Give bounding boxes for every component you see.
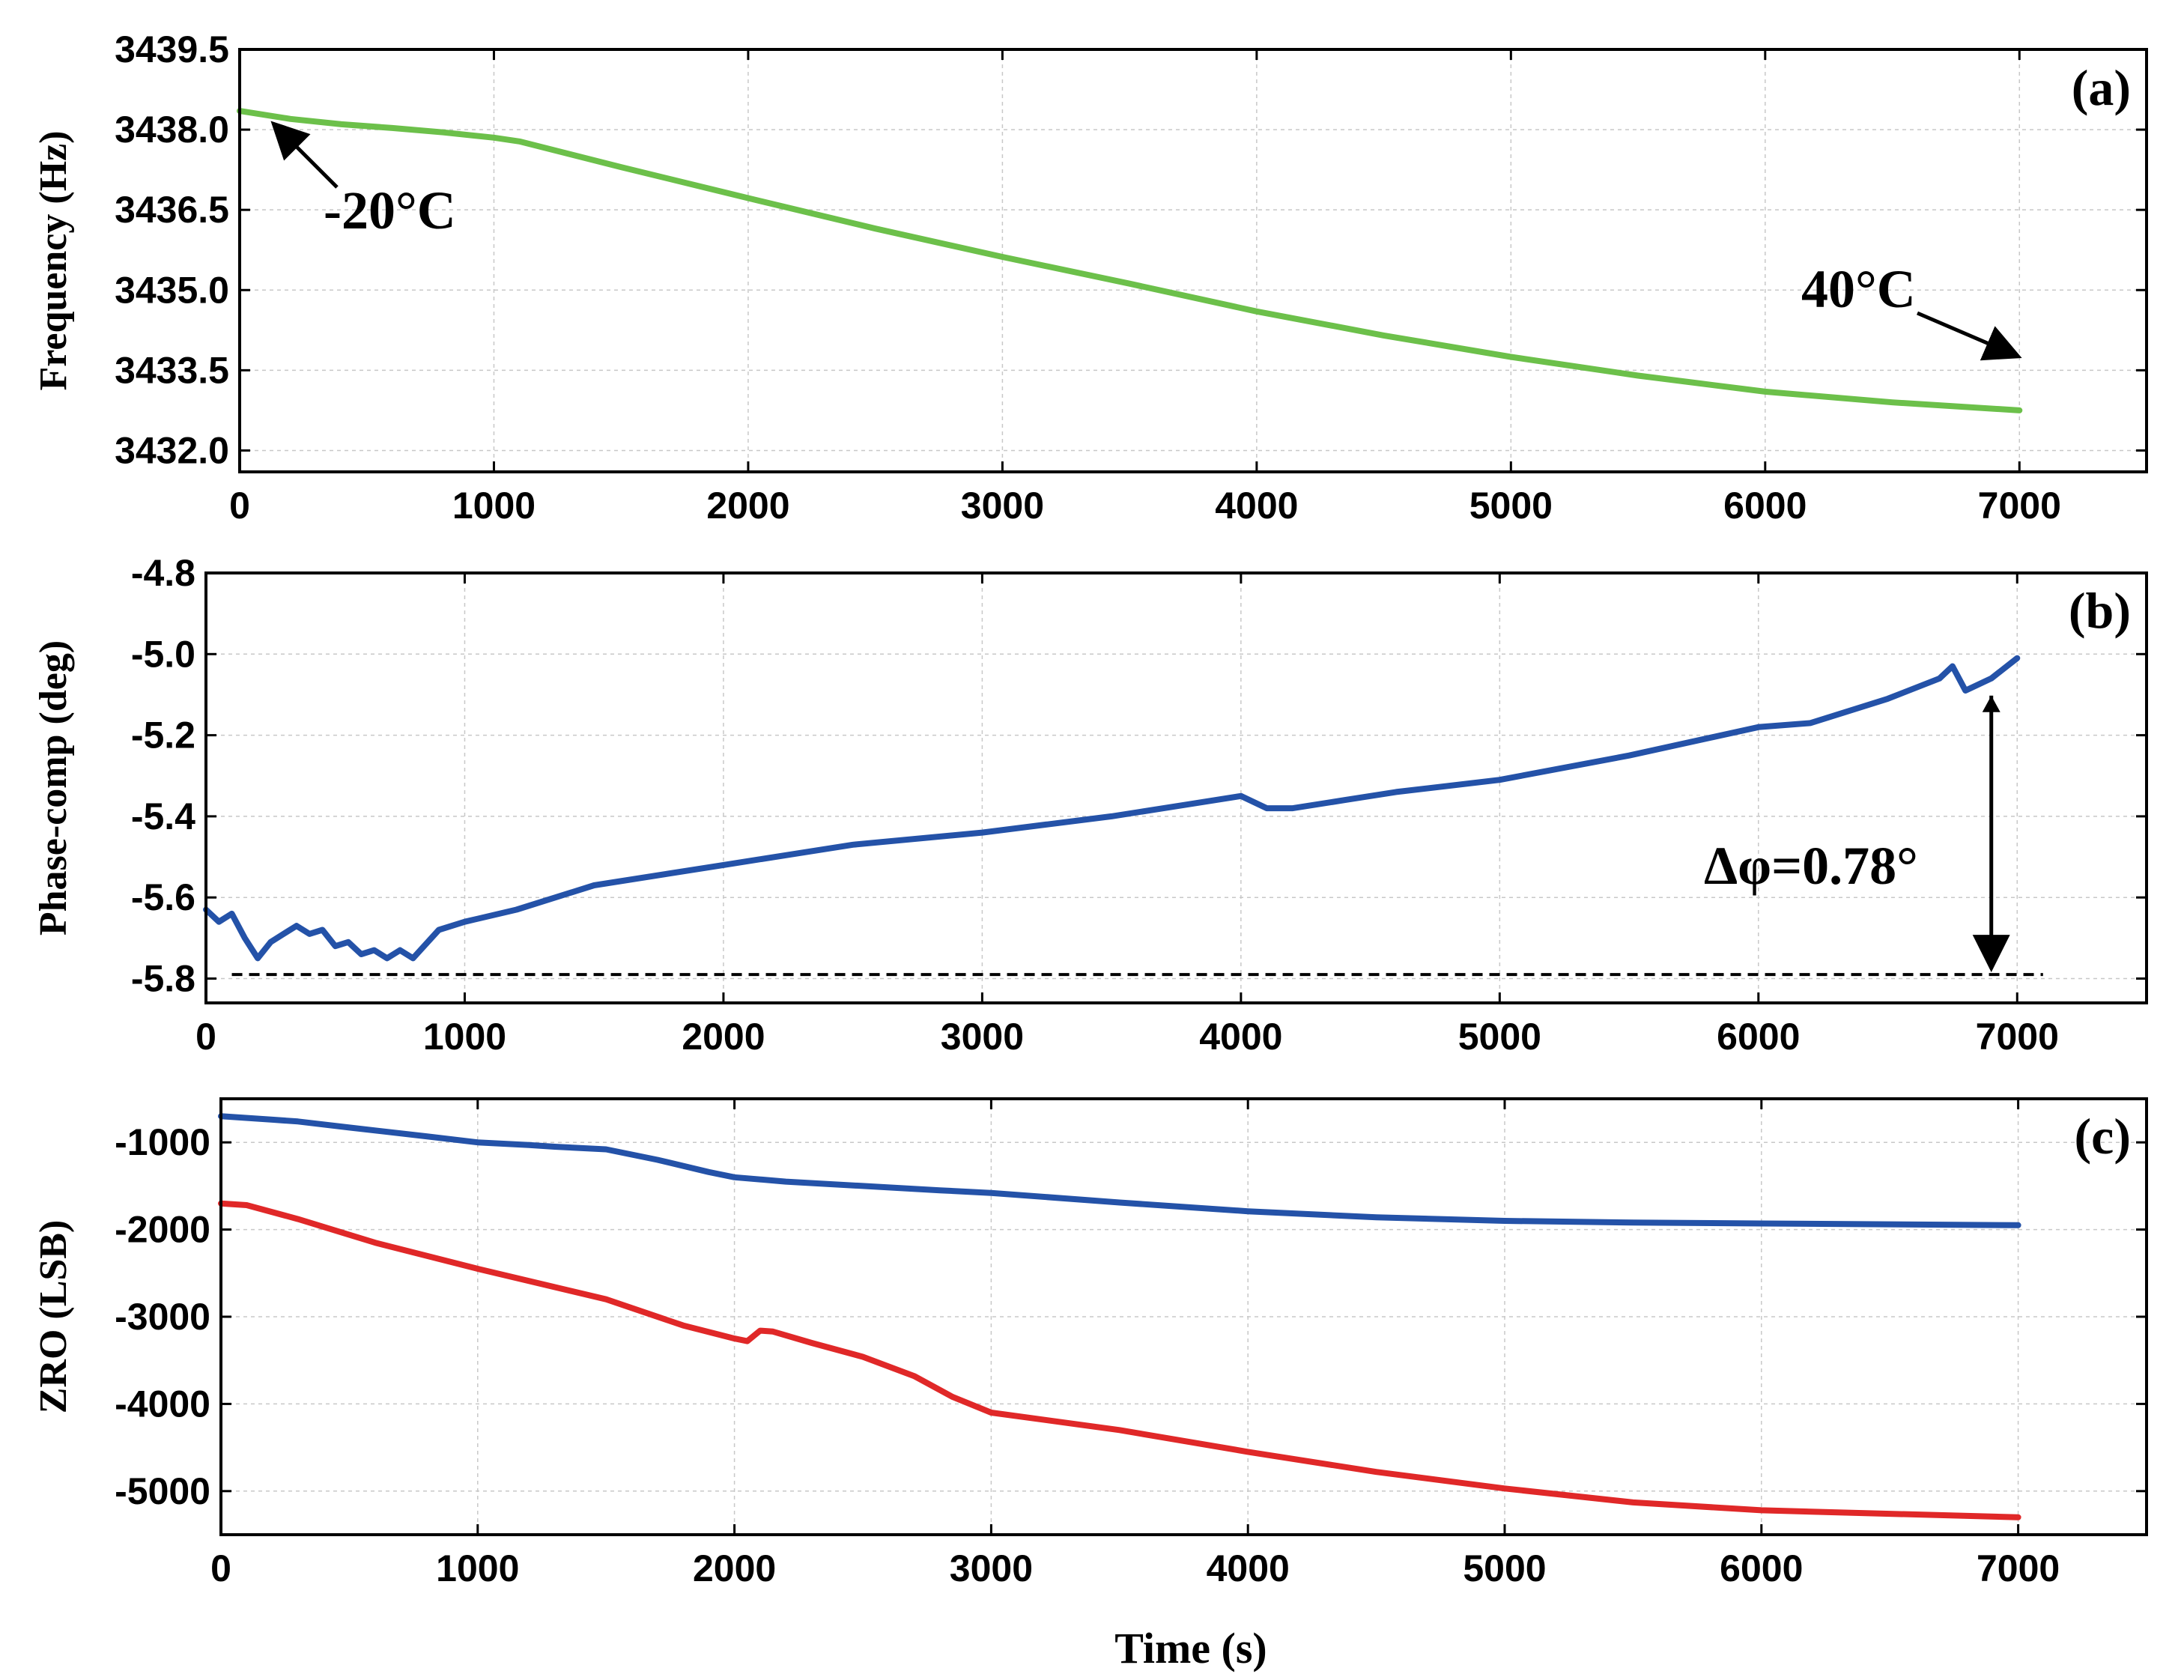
panel-label-a: (a) (2072, 59, 2131, 116)
x-tick-label: 3000 (961, 485, 1044, 527)
x-tick-label: 0 (229, 485, 250, 527)
arrow-head-up (1982, 695, 2001, 712)
x-tick-label: 2000 (706, 485, 789, 527)
x-tick-label: 6000 (1723, 485, 1807, 527)
y-tick-label: -5.0 (131, 633, 195, 675)
y-tick-label: 3438.0 (115, 109, 229, 151)
grid-b (206, 572, 2147, 1003)
series-line (218, 1113, 2021, 1228)
x-tick-label: 5000 (1463, 1547, 1546, 1589)
annotation-cold: -20°C (324, 181, 456, 240)
x-tick-label: 0 (210, 1547, 231, 1589)
y-tick-label: -5.8 (131, 958, 195, 1000)
x-tick-label: 3000 (941, 1016, 1024, 1058)
x-tick-label: 0 (195, 1016, 216, 1058)
series-line (218, 1200, 2021, 1520)
annotation-delta-phi: Δφ=0.78° (1704, 836, 1918, 896)
y-tick-label: -3000 (115, 1296, 210, 1338)
x-tick-label: 1000 (452, 485, 536, 527)
x-tick-label: 3000 (950, 1547, 1033, 1589)
x-tick-label: 1000 (436, 1547, 519, 1589)
y-tick-label: -2000 (115, 1209, 210, 1251)
y-tick-label: 3436.5 (115, 189, 229, 231)
y-tick-label: -5.4 (131, 795, 195, 837)
ticks-c: 0 1000 2000 3000 4000 5000 6000 7000 -5000 -4000 -… (115, 1099, 2147, 1589)
ticks-b: 0 1000 2000 3000 4000 5000 6000 7000 -5.8 -5.6 -5.… (131, 552, 2147, 1058)
x-tick-label: 5000 (1469, 485, 1553, 527)
y-tick-label: -5.6 (131, 876, 195, 918)
y-tick-label: 3439.5 (115, 28, 229, 70)
panel-label-b: (b) (2069, 582, 2131, 639)
y-tick-label: -1000 (115, 1121, 210, 1163)
ylabel-c: ZRO (LSB) (32, 1220, 75, 1414)
x-tick-label: 2000 (682, 1016, 765, 1058)
y-tick-label: -4000 (115, 1383, 210, 1425)
y-tick-label: -5000 (115, 1470, 210, 1512)
x-tick-label: 7000 (1976, 1016, 2059, 1058)
ticks-a: 0 1000 2000 3000 4000 5000 6000 7000 3432.0 3433.… (115, 28, 2147, 527)
y-tick-label: 3432.0 (115, 429, 229, 471)
y-tick-label: -5.2 (131, 715, 195, 756)
x-tick-label: 7000 (1977, 1547, 2060, 1589)
panel-a: 0 1000 2000 3000 4000 5000 6000 7000 3432.0 3433.… (32, 28, 2148, 527)
x-tick-label: 4000 (1199, 1016, 1282, 1058)
x-tick-label: 5000 (1458, 1016, 1541, 1058)
x-tick-label: 6000 (1720, 1547, 1803, 1589)
ylabel-a: Frequency (Hz) (32, 130, 75, 390)
panel-label-c: (c) (2075, 1108, 2131, 1165)
x-tick-label: 2000 (693, 1547, 776, 1589)
frame-a (238, 48, 2148, 473)
ylabel-b: Phase-comp (deg) (32, 640, 75, 935)
grid-c (221, 1099, 2147, 1535)
panel-c: 0 1000 2000 3000 4000 5000 6000 7000 -5000 -4000 -… (32, 1097, 2148, 1589)
frame-b (204, 571, 2148, 1004)
lines-b (203, 655, 2043, 977)
x-tick-label: 6000 (1717, 1016, 1800, 1058)
series-line (203, 655, 2021, 962)
x-tick-label: 1000 (423, 1016, 506, 1058)
y-tick-label: 3435.0 (115, 269, 229, 311)
y-tick-label: -4.8 (131, 552, 195, 594)
annotation-hot: 40°C (1801, 259, 1916, 319)
panel-b: 0 1000 2000 3000 4000 5000 6000 7000 -5.8 -5.6 -5.… (32, 552, 2148, 1058)
x-tick-label: 4000 (1207, 1547, 1290, 1589)
lines-a (237, 108, 2023, 413)
frame-c (219, 1097, 2148, 1536)
arrow-cold (270, 121, 339, 189)
series-line (237, 108, 2023, 413)
arrow-hot (1917, 311, 2022, 361)
lines-c (218, 1113, 2021, 1520)
x-tick-label: 4000 (1215, 485, 1298, 527)
y-tick-label: 3433.5 (115, 349, 229, 391)
x-axis-label: Time (s) (1114, 1624, 1267, 1673)
x-tick-label: 7000 (1978, 485, 2061, 527)
